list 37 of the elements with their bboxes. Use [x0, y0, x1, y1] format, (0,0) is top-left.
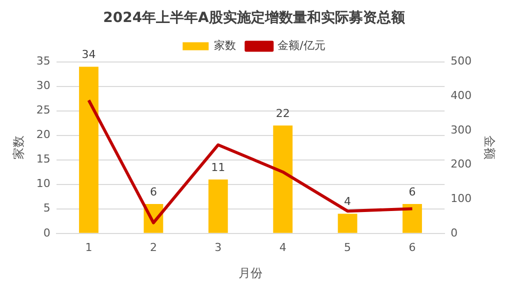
data-label: 4 — [344, 195, 352, 208]
bar — [208, 179, 228, 233]
bar — [338, 214, 358, 233]
y-tick-label: 5 — [43, 202, 50, 215]
y-tick-label: 15 — [36, 152, 50, 166]
y-axis-title: 家数 — [11, 136, 26, 160]
data-label: 6 — [150, 185, 157, 198]
y2-tick-label: 300 — [450, 123, 472, 136]
x-axis-title: 月份 — [238, 266, 262, 280]
legend-label: 家数 — [214, 39, 236, 52]
x-tick-label: 6 — [408, 240, 416, 254]
bar — [273, 126, 293, 233]
y-tick-label: 20 — [36, 128, 50, 142]
bar — [79, 66, 98, 233]
y-tick-label: 35 — [36, 54, 50, 68]
data-label: 6 — [408, 185, 416, 198]
data-label: 11 — [211, 160, 226, 174]
data-label: 22 — [276, 106, 290, 120]
y-tick-label: 30 — [36, 79, 50, 92]
x-tick-label: 4 — [279, 240, 286, 254]
x-tick-label: 5 — [344, 240, 352, 254]
x-tick-label: 3 — [214, 240, 222, 254]
y2-tick-label: 500 — [450, 54, 472, 68]
y-tick-label: 10 — [36, 177, 50, 190]
y2-tick-label: 400 — [450, 88, 472, 102]
y2-tick-label: 200 — [450, 158, 472, 171]
x-tick-label: 1 — [85, 240, 92, 254]
y2-tick-label: 0 — [450, 226, 458, 240]
chart-title: 2024年上半年A股实施定增数量和实际募资总额 — [103, 9, 406, 26]
y2-tick-label: 100 — [450, 192, 472, 205]
legend-label: 金额/亿元 — [278, 39, 326, 52]
data-label: 34 — [82, 48, 96, 62]
y2-axis-title: 金额 — [482, 136, 497, 160]
y-tick-label: 25 — [36, 104, 50, 117]
bar — [402, 204, 422, 233]
x-tick-label: 2 — [150, 240, 157, 254]
y-tick-label: 0 — [43, 226, 50, 240]
